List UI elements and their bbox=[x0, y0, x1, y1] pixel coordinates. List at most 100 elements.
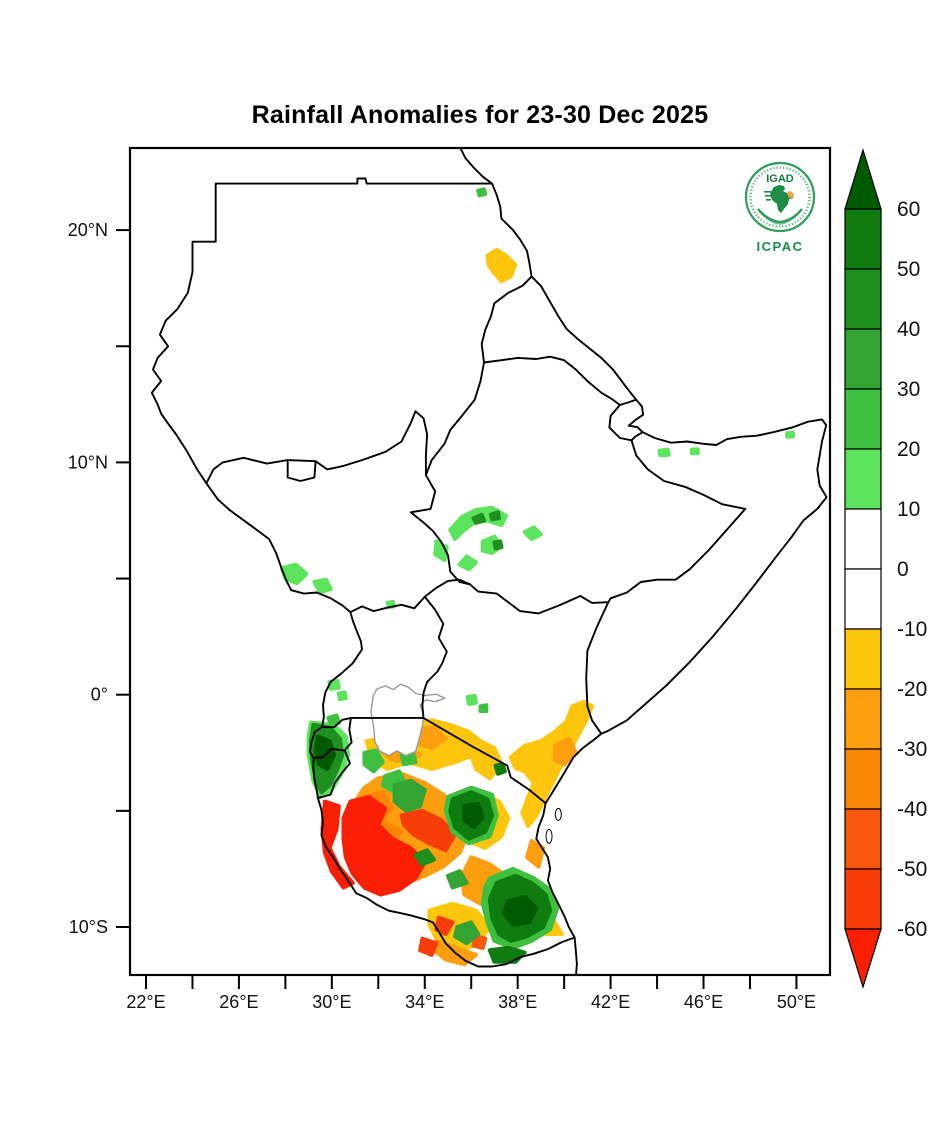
anomaly-region bbox=[492, 539, 504, 551]
y-axis-label: 10°S bbox=[69, 917, 108, 937]
colorbar-segment bbox=[844, 328, 882, 390]
anomaly-region bbox=[552, 736, 578, 767]
colorbar-bottom-arrow bbox=[844, 928, 882, 990]
anomaly-region bbox=[399, 808, 457, 853]
anomaly-region bbox=[326, 713, 341, 726]
anomaly-region bbox=[453, 920, 481, 946]
colorbar-tick-label: -10 bbox=[897, 618, 927, 641]
anomaly-region bbox=[471, 512, 486, 525]
igad-label: IGAD bbox=[766, 173, 794, 185]
colorbar-segment bbox=[844, 568, 882, 630]
country-border bbox=[459, 148, 828, 975]
country-border bbox=[585, 601, 610, 735]
country-border bbox=[150, 177, 576, 968]
colorbar-segment bbox=[844, 388, 882, 450]
colorbar-segment bbox=[844, 208, 882, 270]
colorbar-segment bbox=[844, 748, 882, 810]
anomaly-region bbox=[320, 799, 355, 890]
anomaly-region bbox=[508, 699, 594, 828]
country-border bbox=[423, 578, 472, 598]
x-axis-label: 22°E bbox=[126, 992, 165, 1012]
country-border bbox=[409, 474, 472, 586]
y-axis-label: 20°N bbox=[68, 220, 108, 240]
anomaly-region bbox=[493, 762, 507, 776]
colorbar-tick-label: 10 bbox=[897, 498, 920, 521]
country-border bbox=[349, 595, 426, 614]
anomaly-region bbox=[501, 894, 539, 927]
colorbar-segment bbox=[844, 268, 882, 330]
anomaly-region bbox=[327, 678, 341, 691]
anomaly-region bbox=[462, 801, 485, 830]
colorbar-segment bbox=[844, 688, 882, 750]
colorbar-tick-label: -50 bbox=[897, 858, 927, 881]
igad-emblem-icon: IGAD bbox=[744, 161, 816, 233]
colorbar-segment bbox=[844, 868, 882, 930]
country-border bbox=[483, 355, 621, 406]
x-axis-label: 26°E bbox=[219, 992, 258, 1012]
anomaly-region bbox=[434, 915, 455, 936]
colorbar-tick-label: 60 bbox=[897, 198, 920, 221]
country-border bbox=[480, 275, 533, 364]
colorbar-segment bbox=[844, 808, 882, 870]
colorbar-tick-label: -30 bbox=[897, 738, 927, 761]
anomaly-region bbox=[489, 510, 502, 522]
anomaly-region bbox=[418, 936, 439, 957]
country-border bbox=[321, 716, 352, 729]
anomaly-region bbox=[362, 748, 385, 774]
map-area bbox=[150, 148, 828, 975]
anomaly-region bbox=[336, 690, 348, 702]
country-border bbox=[286, 459, 317, 482]
colorbar-tick-label: 20 bbox=[897, 438, 920, 461]
anomaly-region bbox=[476, 187, 488, 198]
colorbar-tick-label: 40 bbox=[897, 318, 920, 341]
x-axis-label: 42°E bbox=[591, 992, 630, 1012]
colorbar-segment bbox=[844, 508, 882, 570]
country-border bbox=[343, 716, 353, 752]
anomaly-region bbox=[785, 430, 795, 439]
anomaly-region bbox=[657, 447, 671, 458]
y-axis-label: 10°N bbox=[68, 452, 108, 472]
country-border bbox=[316, 749, 351, 800]
country-border bbox=[618, 398, 638, 406]
anomaly-region bbox=[413, 848, 437, 867]
anomaly-region bbox=[689, 447, 700, 456]
country-border bbox=[205, 410, 429, 485]
lake-victoria-outline bbox=[370, 683, 446, 757]
country-border bbox=[607, 439, 747, 604]
x-axis-label: 30°E bbox=[312, 992, 351, 1012]
colorbar-top-arrow bbox=[844, 147, 882, 210]
x-axis-label: 50°E bbox=[777, 992, 816, 1012]
country-border bbox=[422, 716, 547, 805]
colorbar-tick-label: 0 bbox=[897, 558, 909, 581]
anomaly-region bbox=[312, 577, 333, 595]
anomaly-region bbox=[471, 934, 488, 950]
anomaly-region bbox=[313, 734, 337, 771]
colorbar-tick-label: 30 bbox=[897, 378, 920, 401]
zanzibar-island bbox=[545, 828, 553, 844]
country-border bbox=[312, 747, 346, 759]
anomaly-region bbox=[478, 703, 489, 713]
anomaly-region bbox=[446, 869, 469, 890]
x-axis-label: 38°E bbox=[498, 992, 537, 1012]
x-axis-label: 46°E bbox=[684, 992, 723, 1012]
country-border bbox=[421, 595, 448, 719]
country-border bbox=[469, 583, 610, 615]
country-border bbox=[424, 361, 485, 477]
anomaly-region bbox=[457, 554, 478, 572]
anomaly-region bbox=[392, 778, 427, 813]
map-frame bbox=[128, 146, 832, 977]
colorbar-tick-label: -60 bbox=[897, 918, 927, 941]
icpac-logo: IGAD ICPAC bbox=[740, 161, 820, 254]
x-axis-label: 34°E bbox=[405, 992, 444, 1012]
colorbar-tick-label: -40 bbox=[897, 798, 927, 821]
pemba-island bbox=[554, 807, 562, 821]
colorbar-segment bbox=[844, 628, 882, 690]
africa-silhouette-icon bbox=[764, 185, 794, 213]
anomaly-region bbox=[522, 525, 543, 542]
colorbar-tick-label: -20 bbox=[897, 678, 927, 701]
country-border bbox=[630, 431, 644, 442]
y-axis-label: 0° bbox=[91, 685, 108, 705]
icpac-label: ICPAC bbox=[756, 239, 804, 254]
colorbar-tick-label: 50 bbox=[897, 258, 920, 281]
